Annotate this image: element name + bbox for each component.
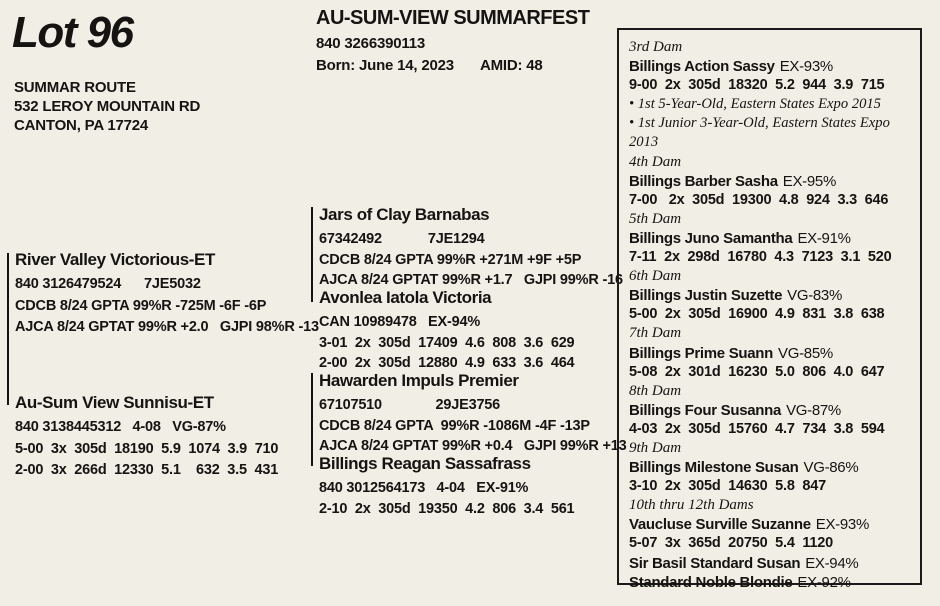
dam-lactation-record: 3-10 2x 305d 14630 5.8 847	[629, 478, 826, 495]
maternal-line-box: 3rd Dam Billings Action Sassy EX-93% 9-00 2…	[617, 28, 922, 591]
pedigree-bracket-dam-side	[311, 373, 313, 466]
dam-lactation-record: 9-00 2x 305d 18320 5.2 944 3.9 715	[629, 77, 885, 94]
pedigree-block-dam-sire: Hawarden Impuls Premier 67107510 29JE375…	[319, 371, 627, 457]
dam-name: Billings Milestone Susan	[629, 459, 799, 477]
dam-generation-label: 8th Dam	[629, 382, 682, 399]
dam-generation-label: 3rd Dam	[629, 39, 683, 55]
dam-name-row: Billings Justin Suzette VG-83%	[629, 286, 910, 305]
dam-name: Billings Action Sassy	[629, 58, 775, 76]
dam-sire-name: Hawarden Impuls Premier	[319, 371, 519, 390]
consignor-street: 532 LEROY MOUNTAIN RD	[14, 98, 201, 115]
dam-score: EX-93%	[779, 58, 834, 76]
dam-lactation-record: 7-00 2x 305d 19300 4.8 924 3.3 646	[629, 191, 889, 208]
pedigree-line: 5-00 3x 305d 18190 5.9 1074 3.9 710	[15, 440, 279, 457]
pedigree-line: 2-00 3x 266d 12330 5.1 632 3.5 431	[15, 462, 279, 478]
dam-score: VG-85%	[778, 344, 833, 362]
dam-score: VG-87%	[786, 401, 841, 419]
dam-name-row: Standard Noble Blondie EX-92%	[629, 573, 910, 592]
dam-name-row: Sir Basil Standard Susan EX-94%	[629, 554, 910, 573]
pedigree-line: 3-01 2x 305d 17409 4.6 808 3.6 629	[319, 334, 575, 351]
dam-lactation-record: 4-03 2x 305d 15760 4.7 734 3.8 594	[629, 420, 885, 437]
animal-header: AU-SUM-VIEW SUMMARFEST 840 3266390113 Bo…	[316, 7, 590, 75]
sire-dam-name: Avonlea Iatola Victoria	[319, 288, 492, 307]
dam-score: EX-95%	[782, 172, 837, 190]
dam-name-row: Billings Milestone Susan VG-86%	[629, 458, 910, 477]
dam-generation-label: 10th thru 12th Dams	[629, 497, 754, 514]
pedigree-line: 2-00 2x 305d 12880 4.9 633 3.6 464	[319, 355, 575, 371]
sire-name: River Valley Victorious-ET	[15, 250, 215, 269]
animal-amid: AMID: 48	[479, 57, 543, 74]
sire-sire-name: Jars of Clay Barnabas	[319, 205, 490, 224]
pedigree-line: CDCB 8/24 GPTA 99%R -725M -6F -6P	[15, 297, 267, 314]
dam-lactation-record: 7-11 2x 298d 16780 4.3 7123 3.1 520	[629, 249, 892, 266]
pedigree-line: CDCB 8/24 GPTA 99%R +271M +9F +5P	[319, 251, 582, 268]
dam-name: Billings Juno Samantha	[629, 229, 793, 247]
dam-lactation-record: 5-08 2x 301d 16230 5.0 806 4.0 647	[629, 363, 885, 380]
dam-generation-label: 7th Dam	[629, 325, 682, 342]
pedigree-line: 840 3126479524 7JE5032	[15, 276, 201, 292]
dam-lactation-record: 5-07 3x 365d 20750 5.4 1120	[629, 535, 834, 552]
animal-id: 840 3266390113	[316, 35, 425, 52]
lot-number: Lot 96	[12, 8, 134, 57]
animal-born: Born: June 14, 2023	[316, 57, 454, 74]
dam-score: VG-86%	[803, 459, 859, 477]
pedigree-bracket-parents	[7, 253, 9, 405]
dam-score: EX-94%	[805, 554, 859, 572]
pedigree-line: 67342492 7JE1294	[319, 231, 485, 247]
dam-name: Billings Prime Suann	[629, 344, 774, 362]
dam-dam-name: Billings Reagan Sassafrass	[319, 454, 531, 473]
dam-name: Vaucluse Surville Suzanne	[629, 516, 811, 534]
pedigree-block-sire: River Valley Victorious-ET 840 312647952…	[15, 250, 319, 339]
dam-show-award: • 1st 5-Year-Old, Eastern States Expo 20…	[629, 96, 881, 113]
pedigree-block-dam: Au-Sum View Sunnisu-ET 840 3138445312 4-…	[15, 393, 278, 482]
dam-name: Billings Four Susanna	[629, 401, 782, 419]
dam-name: Billings Justin Suzette	[629, 287, 783, 305]
pedigree-bracket-sire-side	[311, 207, 313, 302]
dam-score: EX-91%	[797, 229, 851, 247]
dam-name: Billings Barber Sasha	[629, 172, 778, 190]
pedigree-line: CAN 10989478 EX-94%	[319, 314, 481, 330]
pedigree-line: 840 3012564173 4-04 EX-91%	[319, 480, 529, 496]
consignor-city: CANTON, PA 17724	[14, 117, 149, 134]
pedigree-line: AJCA 8/24 GPTAT 99%R +2.0 GJPI 98%R -13	[15, 319, 319, 335]
pedigree-block-sire-dam: Avonlea Iatola Victoria CAN 10989478 EX-…	[319, 288, 575, 374]
dam-generation-label: 4th Dam	[629, 153, 682, 170]
dam-generation-label: 6th Dam	[629, 268, 682, 285]
consignor-name: SUMMAR ROUTE	[14, 79, 136, 96]
dam-generation-label: 5th Dam	[629, 210, 682, 227]
pedigree-line: 67107510 29JE3756	[319, 397, 501, 413]
pedigree-line: AJCA 8/24 GPTAT 99%R +0.4 GJPI 99%R +13	[319, 438, 627, 454]
dam-name: Sir Basil Standard Susan	[629, 554, 801, 572]
dam-score: EX-92%	[797, 573, 851, 591]
dam-name-row: Billings Action Sassy EX-93%	[629, 57, 910, 76]
dam-name-row: Billings Barber Sasha EX-95%	[629, 172, 910, 191]
pedigree-line: 2-10 2x 305d 19350 4.2 806 3.4 561	[319, 500, 575, 517]
dam-name: Standard Noble Blondie	[629, 573, 793, 591]
dam-name-row: Vaucluse Surville Suzanne EX-93%	[629, 515, 910, 534]
animal-name: AU-SUM-VIEW SUMMARFEST	[316, 7, 590, 29]
pedigree-line: CDCB 8/24 GPTA 99%R -1086M -4F -13P	[319, 417, 590, 434]
pedigree-block-sire-sire: Jars of Clay Barnabas 67342492 7JE1294 C…	[319, 205, 623, 291]
dam-name: Au-Sum View Sunnisu-ET	[15, 393, 214, 412]
dam-show-award: • 1st Junior 3-Year-Old, Eastern States …	[629, 115, 890, 151]
dam-score: VG-83%	[787, 287, 843, 305]
pedigree-block-dam-dam: Billings Reagan Sassafrass 840 301256417…	[319, 454, 575, 519]
dam-generation-label: 9th Dam	[629, 439, 682, 456]
dam-name-row: Billings Four Susanna VG-87%	[629, 401, 910, 420]
dam-lactation-record: 5-00 2x 305d 16900 4.9 831 3.8 638	[629, 306, 885, 323]
animal-birth-row: Born: June 14, 2023 AMID: 48	[316, 57, 589, 75]
dam-score: EX-93%	[815, 516, 870, 534]
consignor-address: SUMMAR ROUTE 532 LEROY MOUNTAIN RD CANTO…	[14, 78, 200, 135]
dam-name-row: Billings Juno Samantha EX-91%	[629, 229, 910, 248]
pedigree-line: 840 3138445312 4-08 VG-87%	[15, 419, 226, 435]
dam-name-row: Billings Prime Suann VG-85%	[629, 344, 910, 363]
